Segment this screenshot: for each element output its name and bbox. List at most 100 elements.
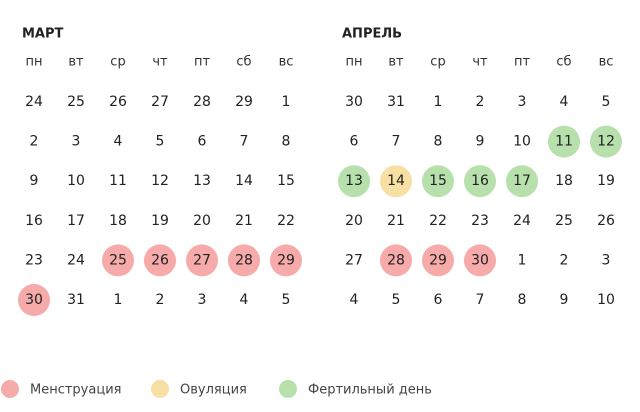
weekday: пт [194, 55, 210, 70]
day: 5 [392, 292, 401, 308]
day: 20 [345, 213, 363, 229]
weekday: пт [514, 55, 530, 70]
day: 13 [345, 173, 363, 189]
legend-swatch [1, 380, 19, 398]
day: 18 [555, 173, 573, 189]
weekday: сб [556, 55, 571, 70]
day: 13 [193, 173, 211, 189]
weekday: ср [110, 55, 125, 70]
day: 14 [235, 173, 253, 189]
day-highlight [506, 165, 538, 198]
day: 5 [602, 94, 611, 110]
weekday: пн [26, 55, 43, 70]
day: 25 [109, 252, 127, 268]
day: 5 [282, 292, 291, 308]
day: 21 [387, 213, 405, 229]
weekday: вт [68, 55, 84, 70]
day-highlight [464, 244, 496, 277]
day-highlight [228, 244, 260, 277]
day: 24 [25, 94, 43, 110]
weekday: ср [430, 55, 445, 70]
day: 21 [235, 213, 253, 229]
day: 28 [193, 94, 211, 110]
day: 24 [513, 213, 531, 229]
day: 27 [193, 252, 211, 268]
day: 4 [350, 292, 359, 308]
day-highlight [338, 165, 370, 198]
day: 2 [156, 292, 165, 308]
day: 25 [555, 213, 573, 229]
day: 30 [25, 292, 43, 308]
day: 12 [597, 134, 615, 150]
day: 3 [198, 292, 207, 308]
day: 3 [518, 94, 527, 110]
day: 28 [235, 252, 253, 268]
day-highlight [18, 284, 50, 316]
day: 15 [277, 173, 295, 189]
day: 20 [193, 213, 211, 229]
day-highlight [464, 165, 496, 198]
day: 9 [476, 134, 485, 150]
day: 4 [114, 134, 123, 150]
day: 2 [560, 252, 569, 268]
day: 18 [109, 213, 127, 229]
day-highlight [102, 244, 134, 277]
month-title: АПРЕЛЬ [342, 27, 402, 42]
day: 23 [25, 252, 43, 268]
day: 6 [434, 292, 443, 308]
day: 7 [240, 134, 249, 150]
day: 30 [471, 252, 489, 268]
day-highlight [422, 244, 454, 277]
day: 8 [282, 134, 291, 150]
day: 23 [471, 213, 489, 229]
day: 27 [345, 252, 363, 268]
day: 17 [513, 173, 531, 189]
day: 1 [114, 292, 123, 308]
day: 10 [67, 173, 85, 189]
day-highlight [548, 125, 580, 158]
day: 28 [387, 252, 405, 268]
day: 17 [67, 213, 85, 229]
day-highlight [144, 244, 176, 277]
day-highlight [186, 244, 218, 277]
weekday: сб [236, 55, 251, 70]
weekday: чт [152, 55, 168, 70]
day: 16 [25, 213, 43, 229]
legend-label: Овуляция [180, 383, 247, 398]
day: 4 [240, 292, 249, 308]
day: 8 [518, 292, 527, 308]
legend-swatch [279, 380, 297, 398]
day: 16 [471, 173, 489, 189]
day: 26 [597, 213, 615, 229]
day: 22 [277, 213, 295, 229]
day-highlight [270, 244, 302, 277]
day: 9 [560, 292, 569, 308]
weekday: вс [599, 55, 614, 70]
day: 9 [30, 173, 39, 189]
month-title: МАРТ [22, 27, 64, 42]
legend-swatch [151, 380, 169, 398]
day: 10 [597, 292, 615, 308]
day-highlight [422, 165, 454, 198]
weekday: чт [472, 55, 488, 70]
day: 26 [151, 252, 169, 268]
day: 8 [434, 134, 443, 150]
day: 6 [350, 134, 359, 150]
day: 11 [109, 173, 127, 189]
day: 31 [67, 292, 85, 308]
day: 19 [151, 213, 169, 229]
day: 1 [282, 94, 291, 110]
day: 11 [555, 134, 573, 150]
day: 6 [198, 134, 207, 150]
day: 7 [392, 134, 401, 150]
day: 1 [434, 94, 443, 110]
day: 3 [602, 252, 611, 268]
weekday: пн [346, 55, 363, 70]
legend-label: Фертильный день [308, 383, 432, 398]
day: 26 [109, 94, 127, 110]
day: 29 [277, 252, 295, 268]
day: 24 [67, 252, 85, 268]
day-highlight [590, 125, 622, 158]
day: 1 [518, 252, 527, 268]
day: 29 [429, 252, 447, 268]
